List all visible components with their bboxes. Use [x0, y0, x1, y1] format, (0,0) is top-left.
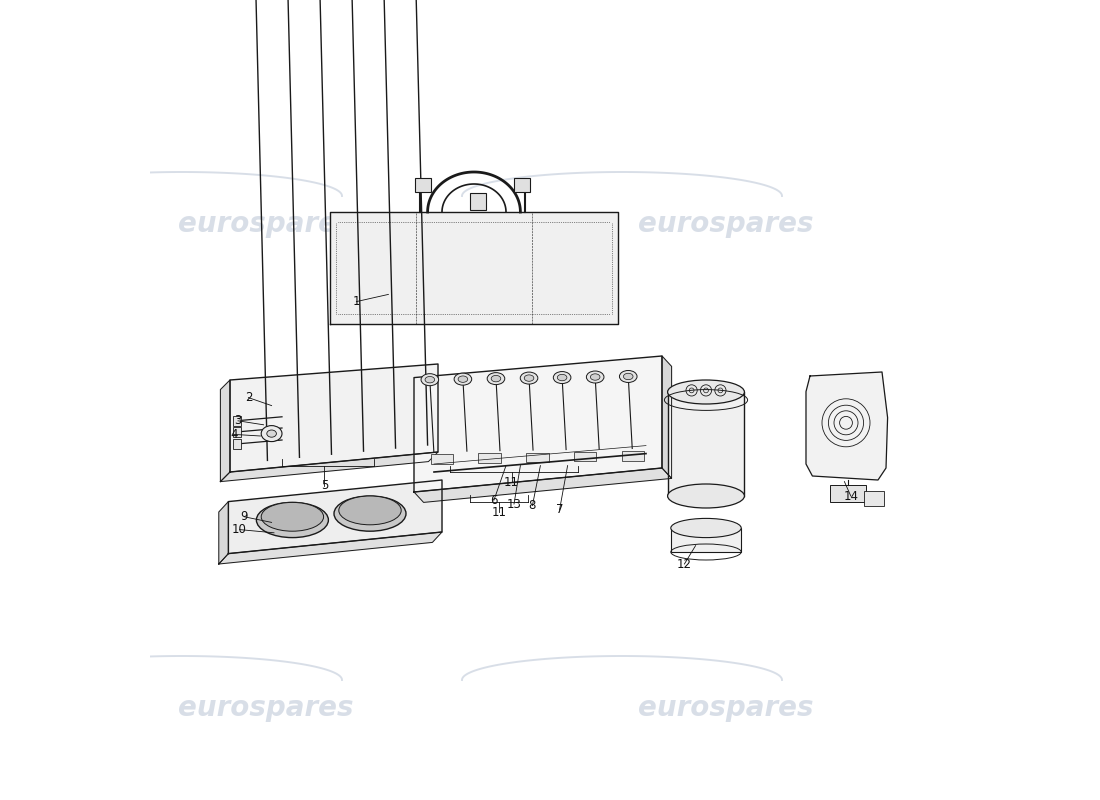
Text: 9: 9: [241, 510, 249, 523]
Text: eurospares: eurospares: [178, 694, 354, 722]
Bar: [233, 439, 241, 449]
Ellipse shape: [458, 376, 468, 382]
Bar: [478, 454, 500, 463]
Ellipse shape: [492, 375, 500, 382]
Text: 14: 14: [844, 490, 858, 502]
Text: 5: 5: [321, 479, 328, 492]
Polygon shape: [414, 468, 672, 502]
Polygon shape: [219, 532, 442, 564]
Bar: [233, 427, 241, 437]
Bar: [671, 528, 741, 552]
Text: 12: 12: [676, 558, 692, 570]
Ellipse shape: [334, 496, 406, 531]
Text: 13: 13: [507, 498, 521, 510]
Polygon shape: [220, 452, 438, 482]
Ellipse shape: [591, 374, 600, 380]
Ellipse shape: [339, 496, 402, 525]
Ellipse shape: [668, 380, 745, 404]
Text: 2: 2: [244, 391, 252, 404]
Ellipse shape: [454, 373, 472, 385]
Ellipse shape: [525, 375, 533, 382]
Polygon shape: [806, 372, 888, 480]
Text: 8: 8: [529, 499, 536, 512]
Bar: [668, 392, 745, 496]
Polygon shape: [414, 356, 662, 492]
Ellipse shape: [520, 372, 538, 384]
Polygon shape: [662, 356, 672, 478]
Ellipse shape: [267, 430, 276, 437]
Text: eurospares: eurospares: [638, 210, 814, 238]
Ellipse shape: [553, 371, 571, 383]
Ellipse shape: [668, 484, 745, 508]
Text: 7: 7: [556, 503, 563, 516]
Ellipse shape: [558, 374, 566, 381]
Text: eurospares: eurospares: [638, 694, 814, 722]
Ellipse shape: [256, 502, 329, 538]
Ellipse shape: [261, 502, 323, 531]
Bar: [574, 452, 596, 462]
Text: 10: 10: [232, 523, 248, 536]
Ellipse shape: [624, 374, 632, 380]
Text: 11: 11: [504, 476, 519, 489]
Bar: [830, 485, 866, 502]
Ellipse shape: [425, 377, 435, 383]
Bar: [470, 193, 486, 210]
Polygon shape: [230, 364, 438, 472]
Polygon shape: [219, 502, 229, 564]
Bar: [864, 491, 883, 506]
Ellipse shape: [261, 426, 282, 442]
Polygon shape: [229, 480, 442, 554]
Bar: [514, 178, 530, 192]
Text: 6: 6: [491, 494, 497, 506]
Text: 1: 1: [353, 295, 360, 308]
Bar: [415, 178, 431, 192]
Bar: [526, 453, 549, 462]
Text: 4: 4: [230, 428, 238, 441]
Bar: [621, 451, 643, 461]
Text: 11: 11: [492, 506, 506, 518]
Text: 3: 3: [234, 414, 242, 427]
Ellipse shape: [487, 373, 505, 385]
Bar: [233, 416, 241, 426]
Ellipse shape: [421, 374, 439, 386]
Polygon shape: [330, 212, 618, 324]
Bar: [430, 454, 453, 464]
Polygon shape: [220, 380, 230, 482]
Ellipse shape: [671, 518, 741, 538]
Text: eurospares: eurospares: [178, 210, 354, 238]
Ellipse shape: [586, 371, 604, 383]
Ellipse shape: [619, 370, 637, 382]
